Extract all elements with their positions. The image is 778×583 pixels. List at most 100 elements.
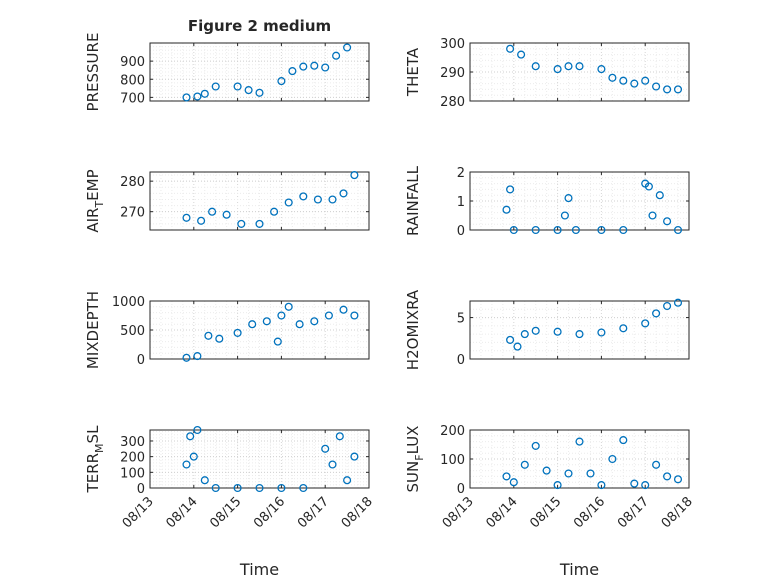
- y-tick-label: 0: [457, 482, 465, 497]
- data-point: [564, 62, 573, 71]
- data-point: [321, 444, 330, 453]
- y-tick-label: 280: [440, 95, 465, 110]
- data-point: [339, 189, 348, 198]
- data-point: [608, 73, 617, 82]
- data-point: [663, 85, 672, 94]
- data-point: [255, 88, 264, 97]
- data-point: [288, 67, 297, 76]
- data-point: [564, 469, 573, 478]
- y-axis-label: AIRTEMP: [84, 169, 106, 232]
- x-axis-label-left: Time: [239, 560, 279, 579]
- x-tick-label: 08/17: [615, 494, 652, 531]
- data-point: [509, 478, 518, 487]
- data-point: [299, 62, 308, 71]
- data-point: [248, 320, 257, 329]
- x-tick-label: 08/13: [120, 494, 157, 531]
- data-point: [295, 320, 304, 329]
- y-tick-label: 900: [120, 55, 145, 70]
- data-series-pressure: [182, 43, 352, 102]
- data-point: [343, 476, 352, 485]
- axes-background: [150, 430, 369, 488]
- x-tick-label: 08/18: [659, 494, 696, 531]
- x-tick-label: 08/18: [339, 494, 376, 531]
- data-point: [509, 225, 518, 235]
- data-point: [299, 192, 308, 201]
- y-tick-label: 700: [120, 91, 145, 106]
- data-series-mixdepth: [182, 302, 359, 362]
- data-point: [186, 432, 195, 441]
- data-point: [531, 62, 540, 71]
- y-tick-label: 0: [137, 353, 145, 368]
- y-tick-label: 0: [457, 224, 465, 239]
- data-point: [208, 207, 217, 216]
- y-tick-label: 280: [120, 175, 145, 190]
- data-point: [560, 211, 569, 220]
- y-tick-label: 800: [120, 73, 145, 88]
- data-point: [520, 330, 529, 339]
- data-point: [255, 483, 264, 493]
- data-point: [324, 311, 333, 320]
- data-point: [553, 481, 562, 490]
- data-point: [182, 213, 191, 222]
- data-series-theta: [506, 44, 683, 94]
- data-point: [200, 89, 209, 98]
- data-point: [200, 476, 209, 485]
- subplot-h2omixra: 0 5 H2OMIXRA: [404, 289, 690, 370]
- data-point: [517, 50, 526, 59]
- y-tick-label: 100: [120, 466, 145, 481]
- x-tick-label: 08/15: [527, 494, 564, 531]
- y-axis-label: SUNFLUX: [404, 426, 426, 493]
- data-point: [575, 437, 584, 446]
- y-tick-label: 500: [120, 324, 145, 339]
- data-point: [673, 85, 683, 94]
- y-tick-label: 300: [120, 435, 145, 450]
- data-point: [262, 317, 271, 326]
- data-point: [673, 475, 683, 484]
- data-point: [332, 51, 341, 60]
- data-point: [553, 327, 562, 336]
- y-tick-label: 2: [457, 166, 465, 181]
- data-point: [350, 311, 359, 320]
- data-point: [641, 76, 650, 85]
- subplot-mixdepth: 0 500 1000 MIXDEPTH: [84, 291, 370, 369]
- y-tick-label: 200: [440, 424, 465, 439]
- data-point: [273, 337, 282, 346]
- data-point: [531, 225, 540, 235]
- data-point: [506, 44, 515, 53]
- data-point: [310, 317, 319, 326]
- y-axis-label: RAINFALL: [404, 165, 422, 236]
- data-point: [571, 225, 580, 235]
- data-point: [619, 76, 628, 85]
- x-tick-label: 08/13: [440, 494, 477, 531]
- y-axis-label: PRESSURE: [84, 33, 102, 112]
- data-point: [597, 481, 606, 490]
- data-point: [630, 79, 639, 88]
- data-point: [513, 342, 522, 351]
- data-point: [233, 328, 242, 337]
- figure-title: Figure 2 medium: [188, 17, 331, 35]
- data-point: [215, 334, 224, 343]
- data-point: [652, 82, 661, 91]
- y-axis-label: TERRMSL: [84, 425, 106, 494]
- data-series-terr-msl: [182, 425, 359, 493]
- data-point: [553, 225, 562, 235]
- data-point: [652, 460, 661, 469]
- x-tick-label: 08/16: [571, 494, 608, 531]
- data-point: [502, 205, 511, 214]
- data-point: [299, 483, 308, 493]
- data-point: [586, 469, 595, 478]
- y-axis-label: THETA: [404, 47, 422, 97]
- subplot-pressure: 700 800 900 PRESSURE: [84, 33, 370, 112]
- data-point: [204, 331, 213, 340]
- data-point: [350, 171, 359, 180]
- y-tick-label: 5: [457, 312, 465, 327]
- data-point: [193, 425, 202, 435]
- subplot-rainfall: 0 1 2 RAINFALL: [404, 165, 690, 239]
- data-point: [277, 311, 286, 320]
- data-point: [673, 298, 683, 307]
- data-point: [531, 326, 540, 335]
- y-tick-label: 0: [457, 353, 465, 368]
- data-point: [564, 194, 573, 203]
- data-point: [506, 185, 515, 194]
